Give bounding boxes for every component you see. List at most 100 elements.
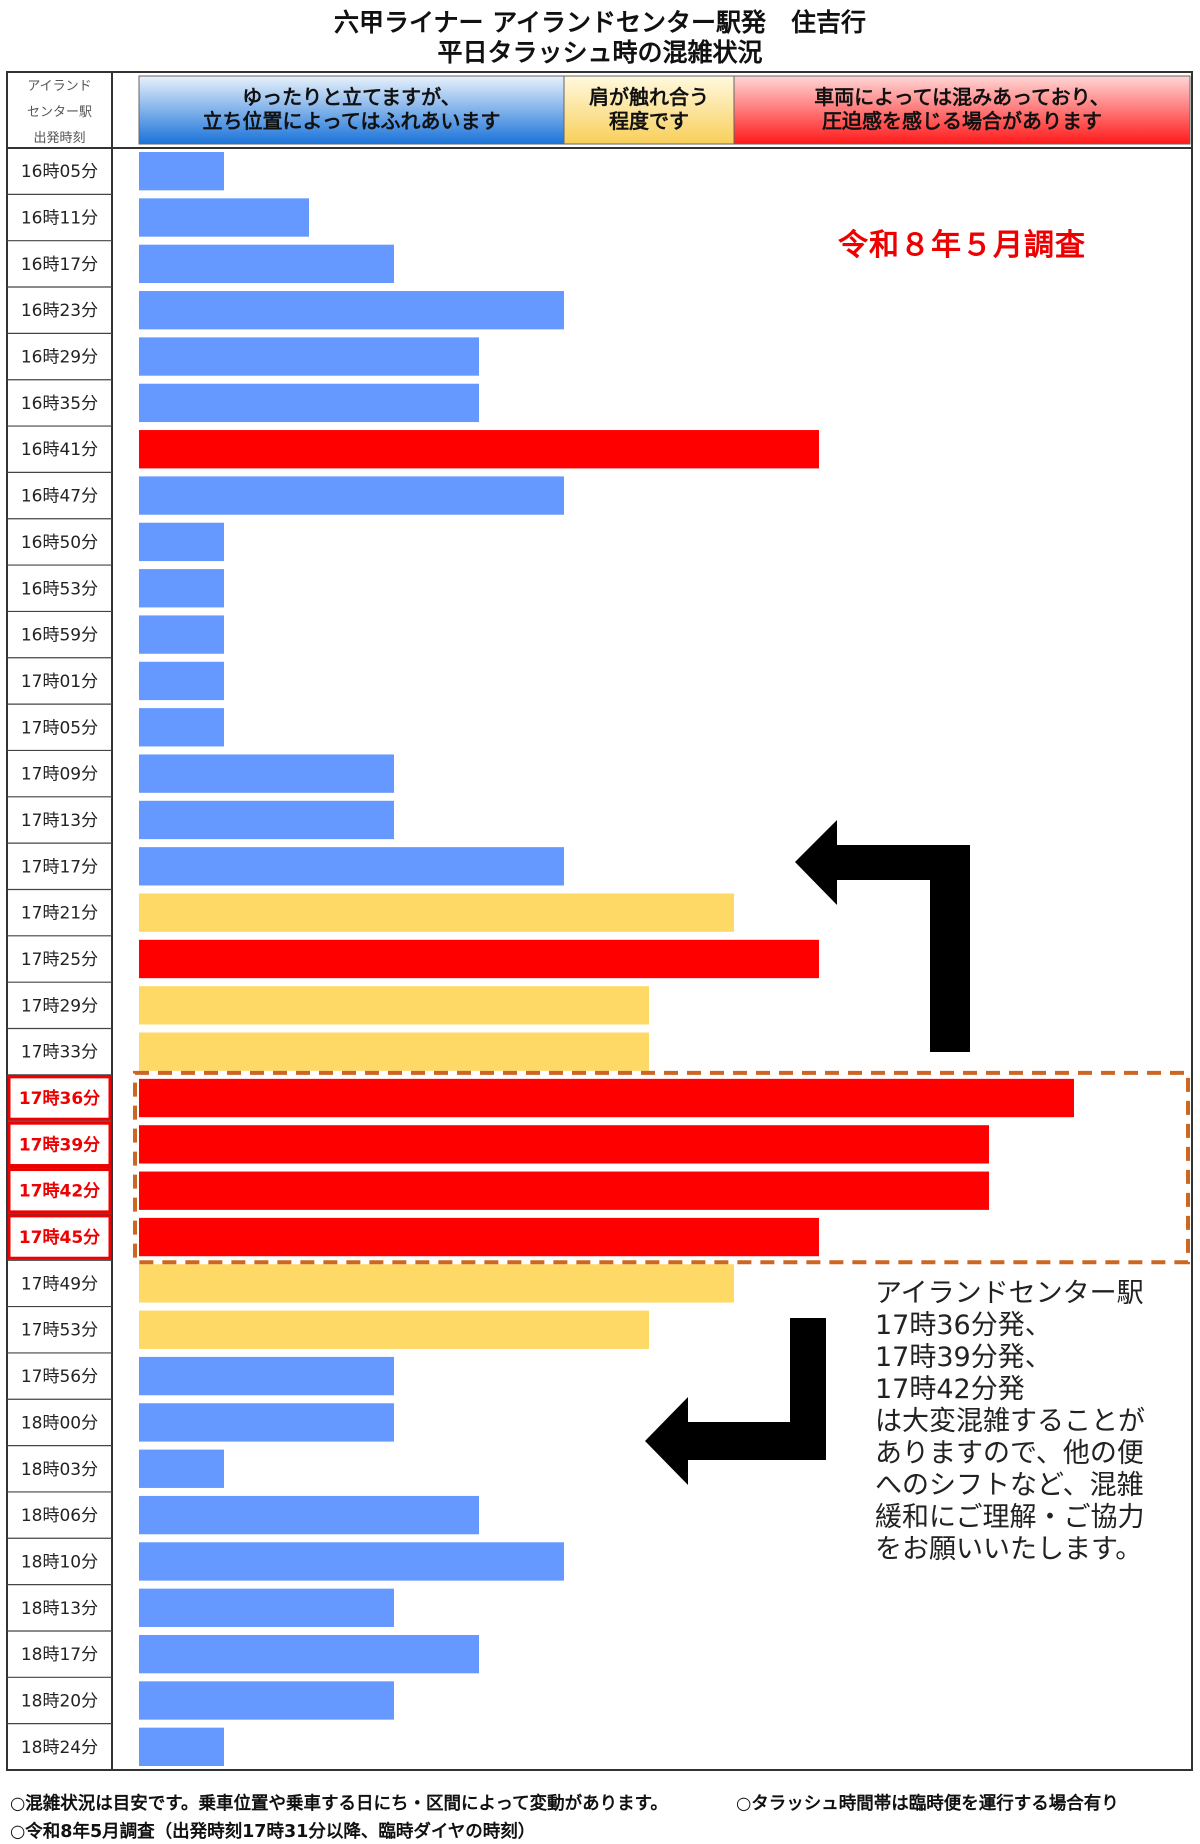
highlight-time-box	[7, 1168, 112, 1214]
departure-time-label: 17時01分	[21, 672, 98, 692]
legend-label: ゆったりと立てますが、	[242, 85, 461, 109]
departure-time-label: 18時06分	[21, 1506, 98, 1526]
departure-time-label: 17時36分	[19, 1088, 100, 1109]
chart-title-line2: 平日タラッシュ時の混雑状況	[437, 38, 763, 67]
legend-label: 立ち位置によってはふれあいます	[203, 109, 501, 133]
callout-line: は大変混雑することが	[875, 1406, 1145, 1437]
note-left: ○混雑状況は目安です。乗車位置や乗車する日にち・区間によって変動があります。	[10, 1794, 668, 1814]
congestion-bar	[139, 1078, 1074, 1118]
callout-line: 緩和にご理解・ご協力	[875, 1502, 1145, 1533]
congestion-bar	[139, 1264, 734, 1303]
congestion-bar	[139, 198, 309, 237]
departure-time-label: 16時53分	[21, 579, 98, 599]
departure-time-label: 17時09分	[21, 765, 98, 785]
upper-arrow-icon	[795, 820, 970, 1052]
congestion-bar	[139, 1217, 819, 1257]
departure-time-label: 18時10分	[21, 1552, 98, 1572]
departure-time-label: 17時33分	[21, 1043, 98, 1063]
survey-label: 令和８年５月調査	[838, 228, 1086, 263]
congestion-bar	[139, 615, 224, 654]
departure-time-label: 18時20分	[21, 1691, 98, 1711]
congestion-bar	[139, 1356, 394, 1396]
congestion-bar	[139, 708, 224, 747]
callout-line: 17時36分発、	[875, 1310, 1052, 1341]
departure-time-label: 16時47分	[21, 487, 98, 507]
departure-time-label: 17時53分	[21, 1321, 98, 1341]
congestion-bar	[139, 847, 564, 886]
departure-time-label: 16時59分	[21, 626, 98, 646]
congestion-bar	[139, 337, 479, 376]
congestion-bar	[139, 430, 819, 469]
time-column-header: 出発時刻	[33, 131, 85, 146]
congestion-bar	[139, 1588, 394, 1627]
departure-time-label: 16時17分	[21, 255, 98, 275]
callout-line: をお願いいたします。	[875, 1534, 1143, 1565]
highlight-time-box	[7, 1214, 112, 1260]
departure-time-label: 16時29分	[21, 348, 98, 368]
legend-label: 程度です	[609, 109, 689, 133]
congestion-bar	[139, 291, 564, 330]
callout-text: アイランドセンター駅 17時36分発、 17時39分発、 17時42分発 は大変…	[875, 1278, 1175, 1566]
callout-line: ありますので、他の便	[875, 1438, 1144, 1469]
congestion-bar	[139, 244, 394, 284]
highlight-time-box	[7, 1075, 112, 1121]
congestion-bar	[139, 152, 224, 191]
congestion-bar	[139, 986, 649, 1025]
departure-time-label: 17時39分	[19, 1134, 100, 1155]
departure-time-label: 18時13分	[21, 1599, 98, 1619]
departure-time-label: 16時41分	[21, 440, 98, 460]
legend-label: 圧迫感を感じる場合があります	[822, 109, 1102, 133]
note-right: ○タラッシュ時間帯は臨時便を運行する場合有り	[736, 1794, 1119, 1814]
legend-label: 肩が触れ合う	[589, 85, 709, 109]
callout-line: 17時39分発、	[875, 1342, 1052, 1373]
callout-line: へのシフトなど、混雑	[875, 1470, 1144, 1501]
departure-time-label: 17時17分	[21, 857, 98, 877]
legend-box-level-1	[138, 75, 565, 145]
departure-time-label: 16時50分	[21, 533, 98, 553]
departure-time-label: 16時35分	[21, 394, 98, 414]
legend-box-level-3	[733, 75, 1191, 145]
note-bottom: ○令和8年5月調査（出発時刻17時31分以降、臨時ダイヤの時刻）	[10, 1822, 536, 1842]
congestion-bar	[139, 383, 479, 423]
congestion-bar	[139, 1542, 564, 1581]
departure-time-label: 16時05分	[21, 162, 98, 182]
lower-arrow-icon	[645, 1318, 826, 1485]
departure-time-label: 16時23分	[21, 301, 98, 321]
callout-line: アイランドセンター駅	[875, 1278, 1144, 1309]
congestion-bar	[139, 1125, 989, 1164]
departure-time-label: 18時24分	[21, 1738, 98, 1758]
departure-time-label: 17時56分	[21, 1367, 98, 1387]
departure-time-label: 17時21分	[21, 904, 98, 924]
departure-time-label: 18時03分	[21, 1460, 98, 1480]
congestion-bar	[139, 1171, 989, 1210]
departure-time-label: 17時05分	[21, 718, 98, 738]
congestion-bar	[139, 1681, 394, 1720]
departure-time-label: 17時29分	[21, 996, 98, 1016]
congestion-bar	[139, 893, 734, 932]
chart-frame	[6, 71, 1193, 1771]
congestion-bar	[139, 1495, 479, 1535]
departure-time-label: 18時00分	[21, 1413, 98, 1433]
callout-line: 17時42分発	[875, 1374, 1025, 1405]
congestion-bar	[139, 1310, 649, 1349]
chart-title-line1: 六甲ライナー アイランドセンター駅発 住吉行	[334, 8, 866, 37]
congestion-bar	[139, 569, 224, 608]
departure-time-label: 17時42分	[19, 1181, 100, 1202]
departure-time-label: 16時11分	[21, 209, 98, 229]
departure-time-label: 17時13分	[21, 811, 98, 831]
departure-time-label: 17時45分	[19, 1227, 100, 1248]
congestion-bar	[139, 754, 394, 793]
congestion-bar	[139, 1032, 649, 1071]
legend-label: 車両によっては混みあっており、	[814, 85, 1110, 109]
congestion-bar	[139, 1449, 224, 1488]
departure-time-label: 18時17分	[21, 1645, 98, 1665]
departure-time-label: 17時49分	[21, 1274, 98, 1294]
congestion-bar	[139, 800, 394, 840]
time-column-header: センター駅	[27, 105, 92, 120]
congestion-bar	[139, 1634, 479, 1674]
departure-time-label: 17時25分	[21, 950, 98, 970]
congestion-bar	[139, 1403, 394, 1442]
congestion-bar	[139, 661, 224, 701]
legend-box-level-2	[563, 75, 735, 145]
